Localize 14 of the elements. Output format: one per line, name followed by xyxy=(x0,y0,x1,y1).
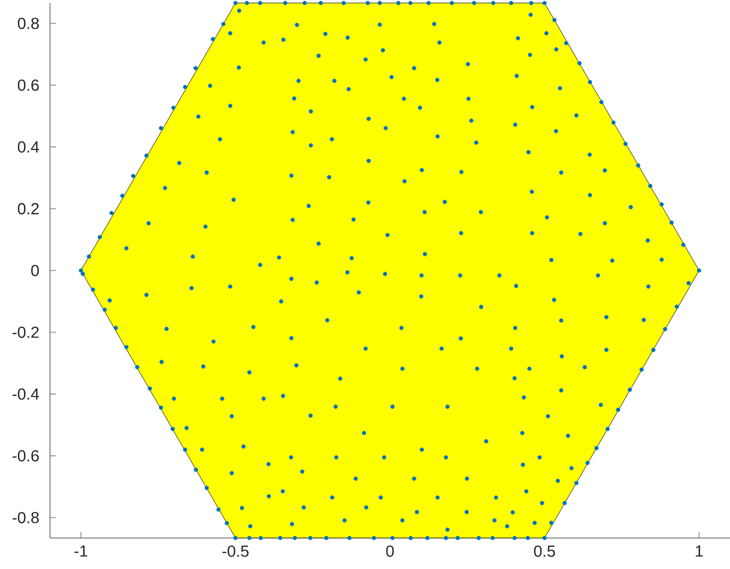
y-tick-label: -0.4 xyxy=(12,388,39,400)
y-tick-label: -0.6 xyxy=(12,450,39,462)
x-tick-label: 1 xyxy=(696,546,703,557)
x-tick-label: -0.5 xyxy=(222,546,249,557)
y-tick-label: 0 xyxy=(31,264,39,276)
x-tick-label: -1 xyxy=(74,546,88,557)
x-tick-label: 0 xyxy=(386,546,394,557)
y-tick-label: 0.2 xyxy=(18,203,39,214)
y-tick-label: -0.2 xyxy=(12,326,39,338)
y-tick-label: 0.4 xyxy=(18,141,39,153)
x-tick-label: 0.5 xyxy=(534,546,555,557)
y-tick-label: 0.6 xyxy=(18,80,39,91)
y-tick-label: 0.8 xyxy=(18,18,39,30)
y-tick-label: -0.8 xyxy=(12,512,39,524)
